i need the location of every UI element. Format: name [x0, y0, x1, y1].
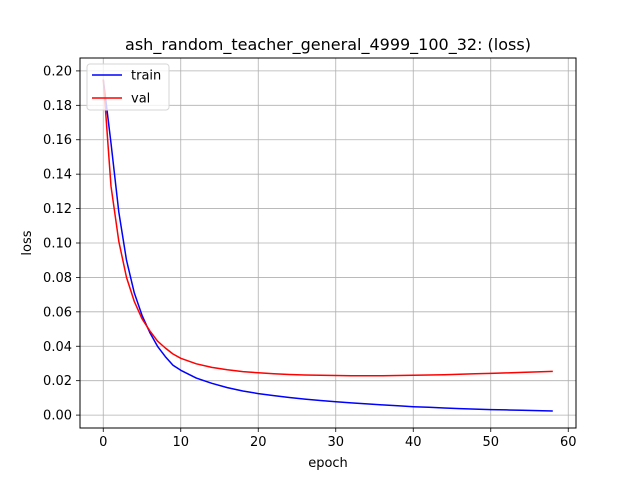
y-tick-label: 0.12	[43, 202, 72, 217]
x-tick-label: 60	[560, 435, 577, 450]
y-tick-label: 0.06	[43, 305, 72, 320]
y-tick-label: 0.08	[43, 271, 72, 286]
y-tick-label: 0.14	[43, 168, 72, 183]
x-axis-label: epoch	[308, 456, 348, 471]
x-tick-label: 10	[172, 435, 189, 450]
legend-label-train: train	[131, 69, 161, 84]
y-tick-label: 0.00	[43, 409, 72, 424]
y-tick-label: 0.20	[43, 64, 72, 79]
y-axis-label: loss	[20, 230, 35, 255]
axis-ticks: 0 10 20 30 40 50 60 0.00 0.02 0.04 0.06 0.08 0.10 0.1…	[43, 64, 576, 450]
legend-label-val: val	[131, 92, 150, 107]
series-line-val	[102, 79, 553, 377]
grid	[80, 58, 576, 428]
x-tick-label: 40	[405, 435, 422, 450]
y-tick-label: 0.02	[43, 374, 72, 389]
x-tick-label: 30	[327, 435, 344, 450]
legend: train val	[86, 63, 170, 111]
x-tick-label: 20	[250, 435, 267, 450]
x-tick-label: 50	[482, 435, 499, 450]
y-tick-label: 0.10	[43, 237, 72, 252]
y-tick-label: 0.18	[43, 99, 72, 114]
series-layer	[102, 79, 553, 412]
y-tick-label: 0.04	[43, 340, 72, 355]
y-tick-label: 0.16	[43, 133, 72, 148]
chart-title: ash_random_teacher_general_4999_100_32: …	[125, 35, 531, 55]
x-tick-label: 0	[99, 435, 107, 450]
